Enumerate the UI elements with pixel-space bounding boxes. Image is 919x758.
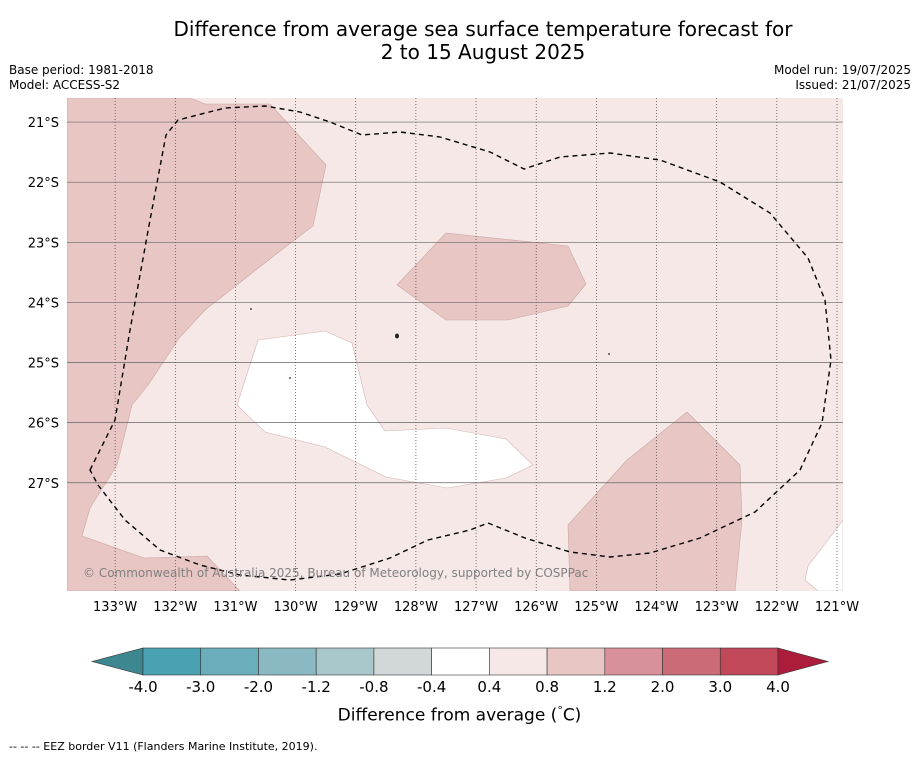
base-period: Base period: 1981-2018: [9, 63, 154, 77]
lat-tick-label: 27°S: [28, 477, 59, 492]
band-neutral-east: [804, 519, 843, 591]
lon-tick-label: 126°W: [514, 600, 558, 615]
band-0.8-1.2-southeast: [567, 411, 743, 591]
colorbar-tick-label: 0.4: [477, 678, 501, 696]
colorbar-swatch: [200, 647, 259, 676]
band-0.8-1.2-centre: [396, 232, 587, 321]
lon-tick-label: 130°W: [274, 600, 318, 615]
colorbar-label-text: Difference from average (: [337, 705, 558, 726]
island-dot: [395, 333, 399, 339]
lon-tick-label: 124°W: [634, 600, 678, 615]
lon-tick-label: 133°W: [93, 600, 137, 615]
copyright-text: © Commonwealth of Australia 2025, Bureau…: [83, 566, 588, 580]
colorbar-tick-label: -0.4: [417, 678, 446, 696]
colorbar-tick-label: 3.0: [708, 678, 732, 696]
lat-tick-label: 24°S: [28, 296, 59, 311]
lat-tick-label: 21°S: [28, 116, 59, 131]
lon-tick-label: 123°W: [695, 600, 739, 615]
colorbar-extend-high: [777, 647, 830, 676]
model-name: Model: ACCESS-S2: [9, 78, 121, 92]
colorbar-tick-label: 0.8: [535, 678, 559, 696]
lon-tick-label: 129°W: [334, 600, 378, 615]
colorbar-tick-label: -1.2: [302, 678, 331, 696]
lat-tick-label: 22°S: [28, 176, 59, 191]
colorbar-swatch: [489, 647, 548, 676]
colorbar-swatch: [546, 647, 606, 676]
island-dot: [608, 353, 610, 355]
island-dot: [250, 308, 252, 310]
islands: [250, 308, 610, 379]
colorbar-swatch: [431, 647, 490, 676]
lat-tick-label: 25°S: [28, 357, 59, 372]
sst-anomaly-map: © Commonwealth of Australia 2025, Bureau…: [28, 98, 859, 696]
band-0.8-1.2-west: [67, 98, 327, 591]
colorbar-swatch: [719, 647, 779, 676]
title-line-2: 2 to 15 August 2025: [380, 40, 586, 64]
metadata-right: Model run: 19/07/2025 Issued: 21/07/2025: [774, 63, 911, 93]
colorbar-tick-label: 2.0: [651, 678, 675, 696]
lat-tick-label: 23°S: [28, 236, 59, 251]
colorbar-tick-label: 4.0: [766, 678, 790, 696]
metadata-left: Base period: 1981-2018 Model: ACCESS-S2: [9, 63, 154, 93]
title-line-1: Difference from average sea surface temp…: [173, 17, 793, 41]
lon-tick-label: 132°W: [153, 600, 197, 615]
map-title: Difference from average sea surface temp…: [0, 18, 919, 64]
lon-tick-label: 127°W: [454, 600, 498, 615]
colorbar-swatch: [662, 647, 721, 676]
island-dot: [289, 377, 291, 379]
lon-tick-label: 131°W: [213, 600, 257, 615]
colorbar-tick-label: -0.8: [359, 678, 388, 696]
lat-tick-label: 26°S: [28, 417, 59, 432]
band-neutral-centre: [236, 330, 534, 489]
colorbar-swatch: [142, 647, 202, 676]
map-area: © Commonwealth of Australia 2025, Bureau…: [67, 98, 843, 591]
issued-date: Issued: 21/07/2025: [795, 78, 911, 92]
model-run: Model run: 19/07/2025: [773, 63, 911, 77]
colorbar: -4.0 -3.0 -2.0 -1.2 -0.8 -0.4 0.4 0.8 1.2 2.0 3.0 4…: [90, 647, 830, 696]
eez-footnote: -- -- -- EEZ border V11 (Flanders Marine…: [9, 740, 318, 753]
graticule: [67, 98, 843, 591]
colorbar-label-degree: °: [557, 704, 563, 717]
colorbar-label-unit: C): [562, 705, 582, 726]
colorbar-swatch: [258, 647, 317, 676]
colorbar-extend-low: [90, 647, 144, 676]
colorbar-tick-label: 1.2: [593, 678, 617, 696]
colorbar-label: Difference from average (°C): [0, 704, 919, 726]
colorbar-swatch: [315, 647, 375, 676]
lon-tick-label: 122°W: [755, 600, 799, 615]
colorbar-tick-label: -2.0: [244, 678, 273, 696]
latitude-labels: 21°S 22°S 23°S 24°S 25°S 26°S 27°S: [28, 116, 59, 492]
eez-border: [89, 105, 832, 581]
colorbar-tick-label: -4.0: [128, 678, 157, 696]
colorbar-swatch: [604, 647, 663, 676]
colorbar-swatch: [373, 647, 432, 676]
longitude-labels: 133°W 132°W 131°W 130°W 129°W 128°W 127°W 126°W…: [93, 600, 859, 615]
lon-tick-label: 121°W: [815, 600, 859, 615]
lon-tick-label: 125°W: [574, 600, 618, 615]
lon-tick-label: 128°W: [394, 600, 438, 615]
colorbar-tick-label: -3.0: [186, 678, 215, 696]
